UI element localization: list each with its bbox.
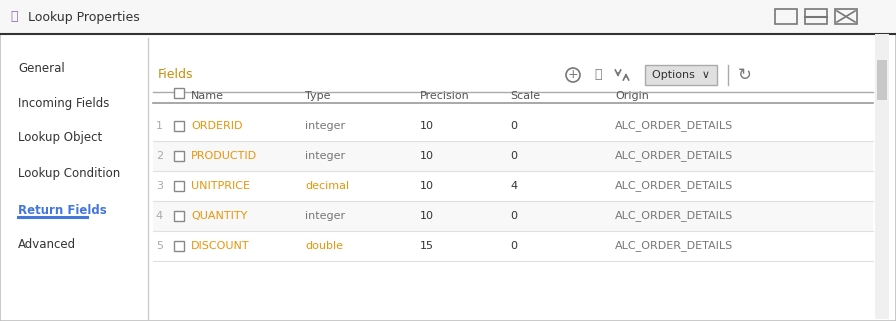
Text: 🗑: 🗑 — [594, 68, 602, 82]
Text: 🔍: 🔍 — [10, 11, 18, 23]
Bar — [153, 111, 873, 141]
Text: Lookup Properties: Lookup Properties — [28, 11, 140, 23]
Text: Precision: Precision — [420, 91, 470, 101]
Bar — [805, 9, 827, 24]
Bar — [174, 121, 184, 131]
Text: 10: 10 — [420, 181, 434, 191]
Bar — [153, 201, 873, 231]
Text: 10: 10 — [420, 121, 434, 131]
Text: ALC_ORDER_DETAILS: ALC_ORDER_DETAILS — [615, 121, 733, 132]
Text: Incoming Fields: Incoming Fields — [18, 97, 109, 109]
Text: PRODUCTID: PRODUCTID — [191, 151, 257, 161]
Bar — [174, 181, 184, 191]
Text: ALC_ORDER_DETAILS: ALC_ORDER_DETAILS — [615, 211, 733, 221]
Bar — [174, 88, 184, 98]
Text: ↻: ↻ — [738, 66, 752, 84]
Text: Origin: Origin — [615, 91, 649, 101]
Bar — [645, 65, 717, 85]
Text: 4: 4 — [510, 181, 517, 191]
Text: Lookup Object: Lookup Object — [18, 132, 102, 144]
Bar — [775, 9, 797, 24]
Text: Type: Type — [305, 91, 331, 101]
Text: DISCOUNT: DISCOUNT — [191, 241, 250, 251]
Bar — [153, 141, 873, 171]
Text: ALC_ORDER_DETAILS: ALC_ORDER_DETAILS — [615, 151, 733, 161]
Text: 5: 5 — [156, 241, 163, 251]
Bar — [153, 231, 873, 261]
Text: UNITPRICE: UNITPRICE — [191, 181, 250, 191]
Bar — [877, 60, 887, 100]
Text: 2: 2 — [156, 151, 163, 161]
Bar — [875, 34, 889, 319]
Text: 15: 15 — [420, 241, 434, 251]
Text: Fields: Fields — [158, 68, 194, 82]
Text: Advanced: Advanced — [18, 239, 76, 251]
Text: 0: 0 — [510, 121, 517, 131]
Text: 0: 0 — [510, 211, 517, 221]
Text: 10: 10 — [420, 211, 434, 221]
Text: Return Fields: Return Fields — [18, 204, 107, 216]
Bar — [0, 0, 896, 34]
Text: double: double — [305, 241, 343, 251]
Text: 10: 10 — [420, 151, 434, 161]
Text: Lookup Condition: Lookup Condition — [18, 167, 120, 179]
Bar — [174, 211, 184, 221]
Text: General: General — [18, 62, 65, 74]
Bar — [174, 151, 184, 161]
Text: Name: Name — [191, 91, 224, 101]
Bar — [153, 171, 873, 201]
Bar — [174, 241, 184, 251]
Text: QUANTITY: QUANTITY — [191, 211, 247, 221]
Bar — [835, 9, 857, 24]
Text: ORDERID: ORDERID — [191, 121, 243, 131]
Text: decimal: decimal — [305, 181, 349, 191]
Text: 3: 3 — [156, 181, 163, 191]
Text: integer: integer — [305, 211, 345, 221]
Text: Scale: Scale — [510, 91, 540, 101]
Text: 0: 0 — [510, 241, 517, 251]
Text: ALC_ORDER_DETAILS: ALC_ORDER_DETAILS — [615, 240, 733, 251]
Text: 1: 1 — [156, 121, 163, 131]
Text: 0: 0 — [510, 151, 517, 161]
Text: integer: integer — [305, 151, 345, 161]
Text: Options  ∨: Options ∨ — [652, 70, 710, 80]
Text: +: + — [568, 68, 578, 82]
Text: integer: integer — [305, 121, 345, 131]
Text: 4: 4 — [156, 211, 163, 221]
Text: ALC_ORDER_DETAILS: ALC_ORDER_DETAILS — [615, 180, 733, 191]
